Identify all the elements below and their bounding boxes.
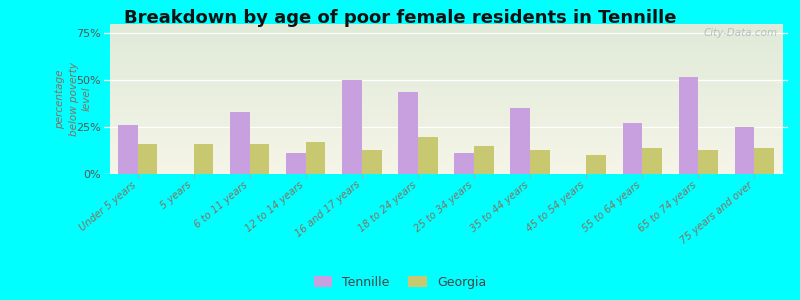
Y-axis label: percentage
below poverty
level: percentage below poverty level — [55, 62, 92, 136]
Legend: Tennille, Georgia: Tennille, Georgia — [309, 271, 491, 294]
Bar — [306, 142, 326, 174]
Bar — [474, 146, 494, 174]
Bar — [138, 144, 158, 174]
Bar — [510, 108, 530, 174]
Text: City-Data.com: City-Data.com — [704, 28, 778, 38]
Bar — [250, 144, 270, 174]
Bar — [754, 148, 774, 174]
Bar — [642, 148, 662, 174]
Bar — [342, 80, 362, 174]
Bar — [118, 125, 138, 174]
Bar — [678, 76, 698, 174]
Bar — [286, 153, 306, 174]
Bar — [362, 150, 382, 174]
Bar — [194, 144, 214, 174]
Bar — [586, 155, 606, 174]
Bar — [698, 150, 718, 174]
Bar — [530, 150, 550, 174]
Bar — [418, 136, 438, 174]
Bar — [622, 123, 642, 174]
Bar — [454, 153, 474, 174]
Bar — [398, 92, 418, 174]
Text: Breakdown by age of poor female residents in Tennille: Breakdown by age of poor female resident… — [124, 9, 676, 27]
Bar — [230, 112, 250, 174]
Bar — [734, 127, 754, 174]
